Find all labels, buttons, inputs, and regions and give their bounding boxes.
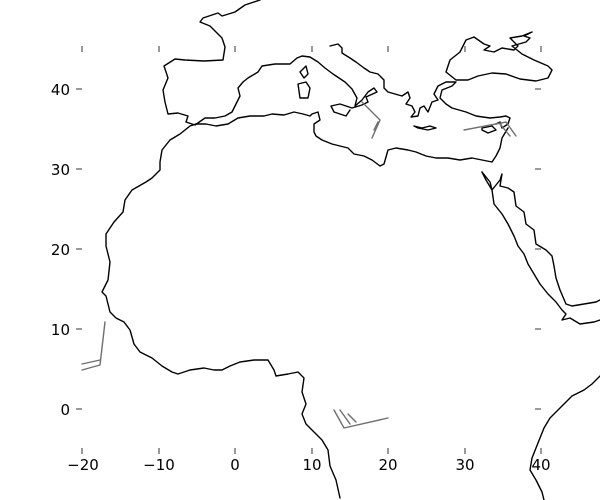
x-tick-label: 40	[531, 456, 550, 474]
coastline-redsea-west	[481, 171, 600, 325]
x-tick-label: 10	[302, 456, 321, 474]
x-tick-label: 20	[378, 456, 397, 474]
x-tick-label: −10	[143, 456, 175, 474]
coastline-europe	[162, 0, 378, 126]
wind-barb-ionian-sea	[361, 101, 381, 139]
wind-barb-levant	[463, 121, 517, 137]
x-axis-ticks	[81, 46, 542, 454]
coastline-africa	[101, 123, 341, 499]
coastline-east-africa	[529, 375, 600, 500]
coastline-maghreb	[195, 111, 509, 167]
y-tick-label: 10	[51, 321, 70, 339]
y-tick-label: 0	[60, 401, 70, 419]
y-tick-label: 30	[51, 161, 70, 179]
coastline-cyprus	[481, 125, 497, 134]
wind-barb-gulf-of-guinea	[333, 409, 389, 429]
coastline-sardinia	[297, 65, 311, 99]
coastline-redsea-east	[481, 171, 600, 307]
y-tick-label: 40	[51, 81, 70, 99]
wind-barb-atlantic	[81, 321, 106, 371]
y-axis-ticks	[76, 88, 541, 410]
x-axis-labels: −20 −10 0 10 20 30 40	[67, 456, 550, 474]
coastline-blacksea	[445, 31, 553, 82]
coastline-crete	[413, 125, 437, 131]
y-tick-label: 20	[51, 241, 70, 259]
coastline-balkans	[329, 43, 511, 129]
y-axis-labels: 40 30 20 10 0	[51, 81, 70, 419]
x-tick-label: 30	[455, 456, 474, 474]
x-tick-label: 0	[230, 456, 240, 474]
x-tick-label: −20	[67, 456, 99, 474]
